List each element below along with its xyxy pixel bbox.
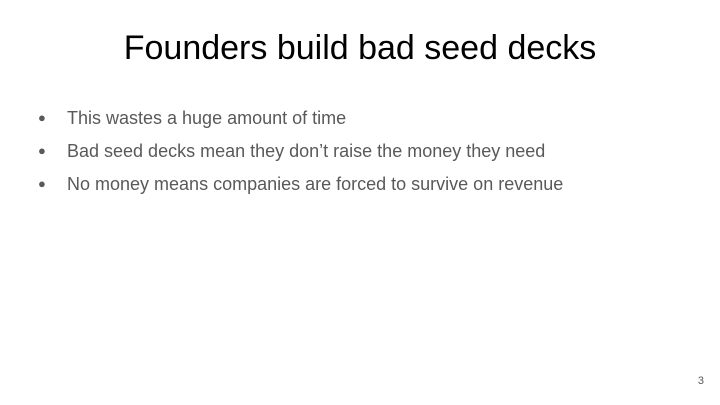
bullet-item: ● This wastes a huge amount of time — [38, 101, 563, 134]
bullet-text: Bad seed decks mean they don’t raise the… — [67, 140, 546, 161]
bullet-dot-icon: ● — [38, 142, 46, 158]
bullet-dot-icon: ● — [38, 109, 46, 125]
slide-title: Founders build bad seed decks — [123, 29, 597, 67]
bullet-item: ● Bad seed decks mean they don’t raise t… — [38, 134, 563, 167]
page-number: 3 — [697, 375, 704, 387]
bullet-list: ● This wastes a huge amount of time ● Ba… — [38, 101, 563, 200]
bullet-dot-icon: ● — [38, 175, 46, 191]
bullet-item: ● No money means companies are forced to… — [38, 167, 563, 200]
bullet-text: No money means companies are forced to s… — [67, 173, 564, 194]
bullet-text: This wastes a huge amount of time — [67, 107, 347, 128]
